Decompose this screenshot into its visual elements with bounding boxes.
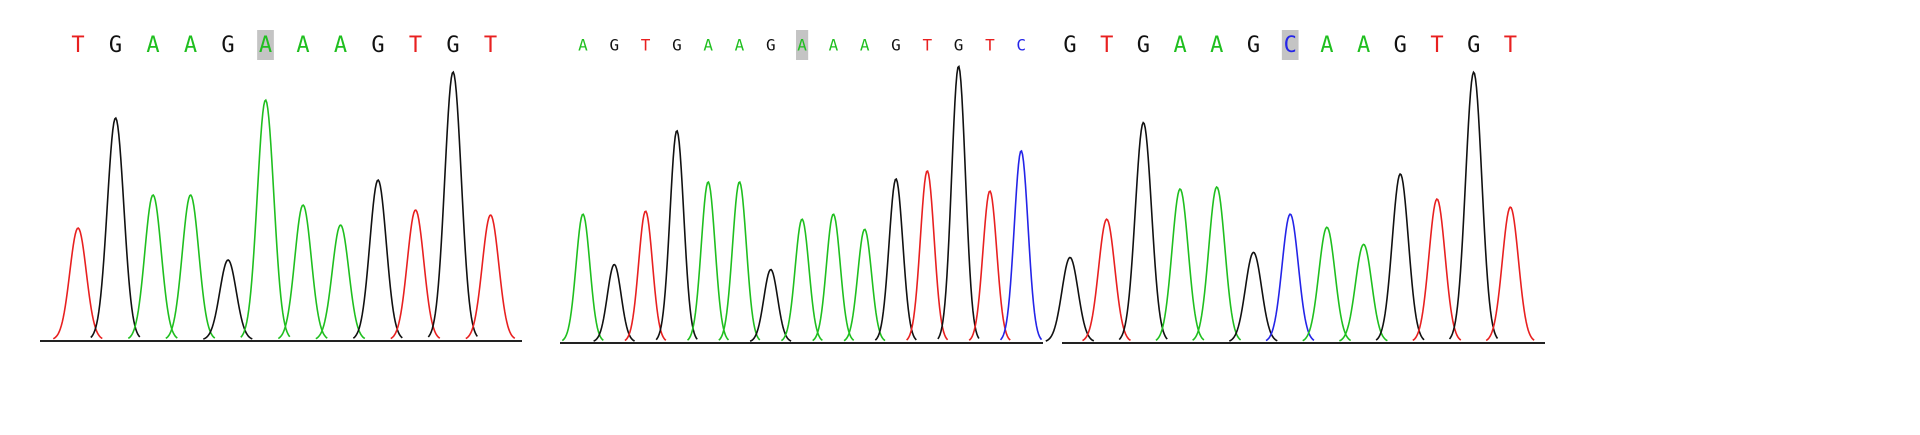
base-letter: C — [1284, 33, 1297, 58]
peak — [1082, 218, 1131, 342]
base-letter: G — [609, 36, 619, 55]
peak — [1412, 198, 1462, 342]
base-letter: T — [409, 33, 422, 58]
base-letter: A — [334, 33, 347, 58]
peak — [240, 98, 291, 338]
peak — [593, 263, 635, 342]
base-letter: T — [1430, 33, 1443, 58]
base-letter: A — [860, 36, 870, 55]
base-letter: G — [1394, 33, 1407, 58]
peak — [812, 213, 855, 342]
base-letter: A — [259, 33, 272, 58]
base-letter: T — [1100, 33, 1113, 58]
peak — [780, 218, 823, 342]
peak — [203, 259, 253, 340]
peak — [352, 178, 403, 339]
base-letter: T — [1504, 33, 1517, 58]
base-letter: A — [578, 36, 588, 55]
highlight — [796, 30, 809, 60]
peak — [465, 214, 516, 340]
base-letter: G — [371, 33, 384, 58]
peak — [1339, 243, 1388, 342]
peak — [277, 204, 328, 340]
base-letter: A — [1210, 33, 1223, 58]
peak — [390, 209, 441, 340]
base-letter: G — [1063, 33, 1076, 58]
base-letter: G — [446, 33, 459, 58]
base-letter: T — [985, 36, 995, 55]
peak — [655, 129, 698, 341]
peak — [561, 213, 604, 342]
peak — [718, 180, 761, 341]
peak — [624, 210, 667, 342]
base-letter: A — [735, 36, 745, 55]
peak — [749, 268, 792, 342]
peak — [1485, 206, 1535, 342]
peak — [1045, 256, 1095, 342]
base-letter: C — [1016, 36, 1026, 55]
base-letter: G — [672, 36, 682, 55]
base-letter: T — [484, 33, 497, 58]
base-letter: G — [221, 33, 234, 58]
base-letter: G — [1137, 33, 1150, 58]
peak — [427, 70, 478, 338]
peak — [1302, 226, 1352, 342]
base-letter: A — [296, 33, 309, 58]
base-letter: G — [891, 36, 901, 55]
base-letter: T — [641, 36, 651, 55]
base-letter: G — [1247, 33, 1260, 58]
peak — [1155, 187, 1205, 341]
peak — [968, 190, 1011, 341]
peak — [127, 194, 178, 340]
peak — [1448, 70, 1499, 340]
peak — [1229, 251, 1278, 342]
base-letter: A — [703, 36, 713, 55]
base-letter: G — [766, 36, 776, 55]
base-letter: A — [184, 33, 197, 58]
peak — [1375, 172, 1425, 341]
peak — [999, 149, 1043, 341]
base-letter: G — [1467, 33, 1480, 58]
highlight — [257, 30, 274, 60]
highlight — [1281, 30, 1299, 60]
peak — [315, 224, 366, 340]
peak — [90, 116, 141, 339]
base-letter: T — [71, 33, 84, 58]
peak — [937, 64, 980, 340]
base-letter: A — [797, 36, 807, 55]
peak — [843, 228, 886, 342]
base-letter: A — [146, 33, 159, 58]
base-letter: G — [954, 36, 964, 55]
peak — [1265, 213, 1315, 342]
base-letter: G — [109, 33, 122, 58]
peak — [906, 169, 949, 341]
base-letter: A — [829, 36, 839, 55]
base-letter: A — [1320, 33, 1333, 58]
base-letter: T — [922, 36, 932, 55]
peak — [686, 180, 730, 341]
base-letter: A — [1173, 33, 1186, 58]
peak — [1192, 185, 1242, 341]
peak — [52, 227, 103, 340]
base-letter: A — [1357, 33, 1370, 58]
peak — [165, 194, 216, 340]
peak — [1118, 121, 1168, 341]
peak — [874, 177, 917, 341]
